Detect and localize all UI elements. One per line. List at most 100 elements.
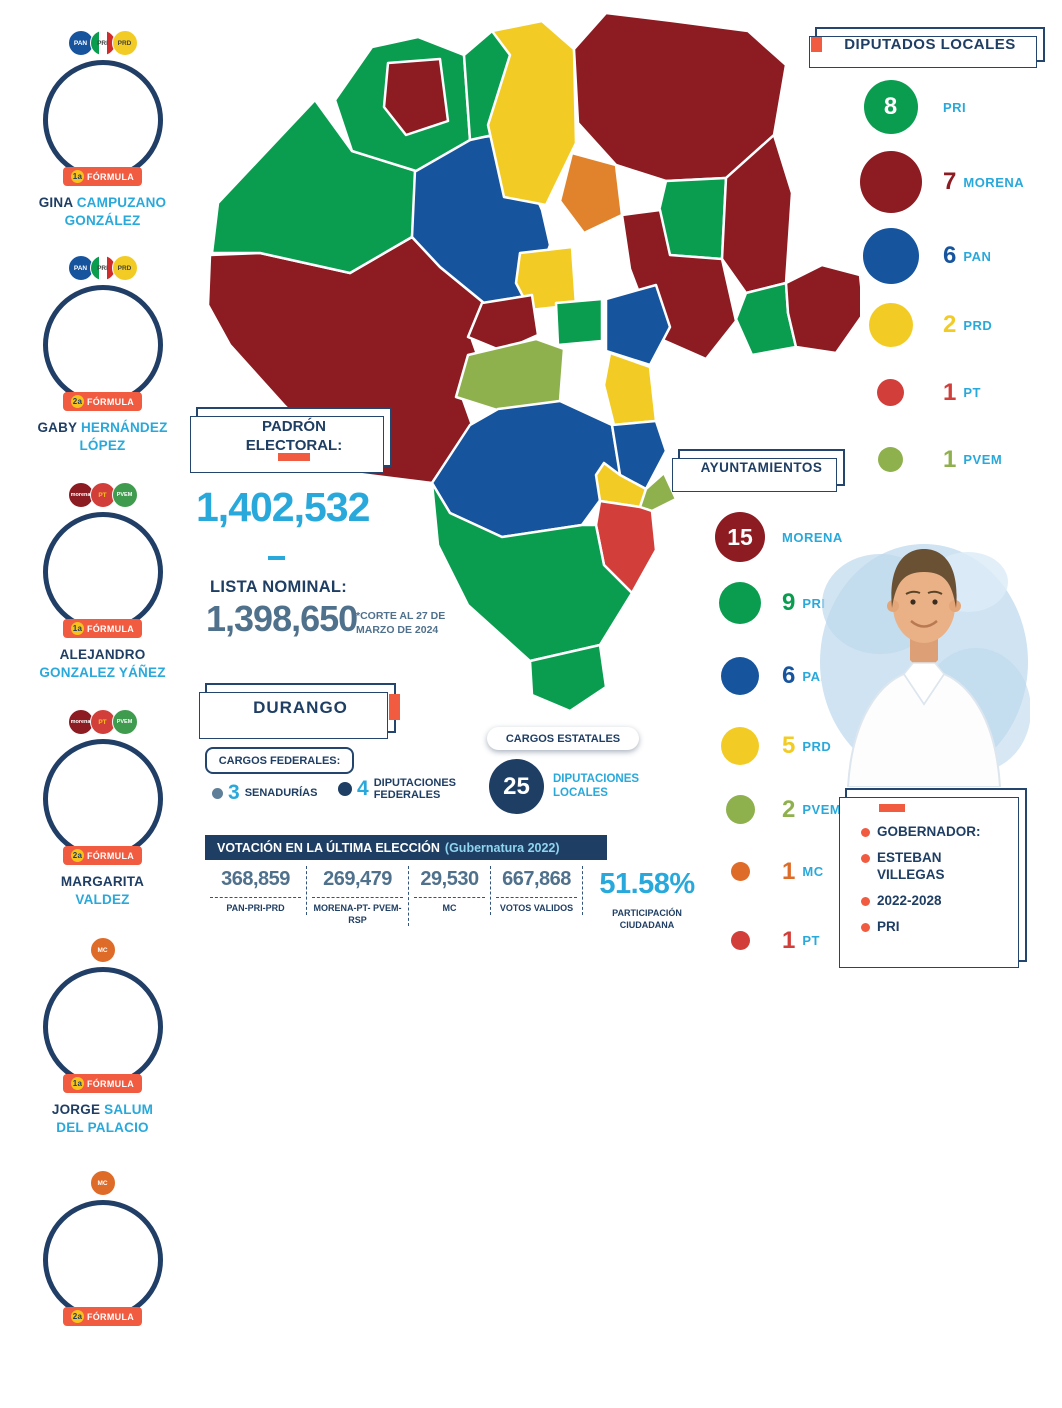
ayuntamientos-list-row-prd: 5 PRD <box>698 727 831 765</box>
governor-box: GOBERNADOR: ESTEBAN VILLEGAS 2022-2028 PRI <box>839 788 1027 968</box>
formula-badge: 2a FÓRMULA <box>62 846 143 865</box>
votacion-title: VOTACIÓN EN LA ÚLTIMA ELECCIÓN <box>217 840 440 855</box>
party-circle-pri: 8 <box>863 80 918 134</box>
party-count: 6 <box>943 242 957 269</box>
votacion-header: VOTACIÓN EN LA ÚLTIMA ELECCIÓN (Gubernat… <box>205 835 607 860</box>
governor-item: GOBERNADOR: <box>861 824 1025 841</box>
coalition-logos: morena PT PVEM <box>25 480 180 510</box>
formula-badge: 2a FÓRMULA <box>62 392 143 411</box>
votacion-subtitle: (Gubernatura 2022) <box>444 840 560 855</box>
map-region-prd <box>486 19 578 207</box>
candidate-photo-placeholder <box>42 739 163 859</box>
vote-label: PAN-PRI-PRD <box>226 903 285 913</box>
party-logo-prd-icon: PRD <box>111 30 138 56</box>
diputaciones-federales-label: DIPUTACIONES FEDERALES <box>374 777 456 801</box>
dot-icon <box>338 782 352 797</box>
cargos-estatales-title: CARGOS ESTATALES <box>487 727 639 750</box>
votacion-table: 368,859 PAN-PRI-PRD 269,479 MORENA-PT- PVEM… <box>205 866 711 931</box>
ayuntamientos-title: AYUNTAMIENTOS <box>700 460 823 475</box>
candidate-name: ALEJANDRO GONZALEZ YÁÑEZ <box>39 647 166 680</box>
dot-icon <box>212 787 223 799</box>
map-region-morena <box>382 57 450 137</box>
governor-item: PRI <box>861 919 1025 936</box>
party-circle-mc <box>730 862 750 881</box>
orange-accent <box>879 804 905 812</box>
vote-label: PARTICIPACIÓN CIUDADANA <box>612 908 682 930</box>
governor-item: ESTEBAN VILLEGAS <box>861 850 1025 884</box>
diputaciones-federales-item: 4 DIPUTACIONES FEDERALES <box>338 777 456 801</box>
formula-badge: 1a FÓRMULA <box>62 619 143 638</box>
candidate-photo-placeholder <box>42 512 163 632</box>
party-logo-pt-icon: PT <box>89 709 116 735</box>
lista-nominal-value: 1,398,650 <box>206 598 358 639</box>
cargos-federales-title: CARGOS FEDERALES: <box>205 747 354 774</box>
diputaciones-federales-count: 4 <box>357 777 369 801</box>
governor-item-text: GOBERNADOR: <box>877 824 981 839</box>
map-region-pri <box>554 297 604 347</box>
party-circle-prd <box>868 303 913 347</box>
lista-note-line1: *CORTE AL 27 DE <box>356 610 446 622</box>
vote-value: 269,479 <box>312 866 403 898</box>
party-logo-pt-icon: PT <box>89 482 116 508</box>
dipfed-label-line1: DIPUTACIONES <box>373 777 456 789</box>
candidate-name: MARGARITA VALDEZ <box>60 874 145 907</box>
ayuntamientos-list-row-pri: 9 PRI <box>698 582 826 624</box>
senadurias-item: 3 SENADURÍAS <box>212 781 317 805</box>
teal-dash <box>268 556 285 560</box>
party-count: 7 <box>943 168 957 195</box>
ayuntamientos-box: AYUNTAMIENTOS <box>672 449 845 492</box>
governor-items: GOBERNADOR: ESTEBAN VILLEGAS 2022-2028 PRI <box>847 790 1025 935</box>
formula-badge: 1a FÓRMULA <box>62 1074 143 1093</box>
candidate-name: GABY HERNÁNDEZ LÓPEZ <box>37 420 168 453</box>
party-label: MORENA <box>782 529 843 545</box>
lista-nominal-label: LISTA NOMINAL: <box>210 578 348 596</box>
durango-map <box>206 11 860 713</box>
candidate-photo-placeholder <box>42 285 163 405</box>
candidate-photo-placeholder <box>42 1200 163 1320</box>
party-count: 2 <box>782 795 796 823</box>
candidate-card: PAN PRI PRD 2a FÓRMULA GABY HERNÁNDEZ LÓPEZ <box>25 253 180 454</box>
governor-item-text: ESTEBAN VILLEGAS <box>877 849 945 882</box>
party-count: 1 <box>943 378 957 406</box>
diploc-label-line2: LOCALES <box>553 787 608 800</box>
dipfed-label-line2: FEDERALES <box>373 789 441 802</box>
ayuntamientos-list-row-pvem: 2 PVEM <box>698 795 841 824</box>
party-circle-pt <box>877 379 904 406</box>
map-region-pvem <box>638 471 678 513</box>
party-circle-pan <box>721 657 759 695</box>
ayuntamientos-list-row-morena: 15 MORENA <box>698 512 843 562</box>
party-count: 2 <box>943 311 957 338</box>
vote-value: 368,859 <box>210 866 301 898</box>
candidate-card: PAN PRI PRD 1a FÓRMULA GINA CAMPUZANO GONZÁLEZ <box>25 28 180 229</box>
padron-electoral-box: PADRÓN ELECTORAL: <box>190 407 392 473</box>
diputaciones-locales-count: 25 <box>489 759 544 814</box>
lista-nominal-note: *CORTE AL 27 DE MARZO DE 2024 <box>356 610 466 637</box>
party-logo-pri-icon: PRI <box>89 30 116 56</box>
state-title-box: DURANGO <box>199 683 400 739</box>
senadurias-label: SENADURÍAS <box>244 786 318 799</box>
party-label: PVEM <box>802 802 842 817</box>
party-label: PRD <box>802 738 832 754</box>
orange-accent <box>278 453 310 461</box>
party-logo-pvem-icon: PVEM <box>111 482 138 508</box>
ayuntamientos-list-row-mc: 1 MC <box>698 858 824 885</box>
party-circle-pan <box>862 228 919 284</box>
coalition-logos: MC <box>25 935 180 965</box>
vote-label: MC <box>442 903 457 913</box>
diputados-list-row-pt: 1 PT <box>838 379 981 406</box>
lista-note-line2: MARZO DE 2024 <box>356 623 439 636</box>
padron-label-line2: ELECTORAL: <box>245 437 343 454</box>
vote-label: VOTOS VALIDOS <box>499 903 574 913</box>
candidate-card: MC 1a FÓRMULA JORGE SALUM DEL PALACIO <box>25 935 180 1136</box>
governor-photo <box>818 512 1031 788</box>
party-label: PAN <box>963 248 992 264</box>
governor-item: 2022-2028 <box>861 893 1025 910</box>
party-label: PT <box>963 385 981 400</box>
diputados-locales-list: 8 PRI 7 MORENA 6 PAN 2 PRD 1 PT 1 PVEM <box>838 70 1062 490</box>
party-circle-pt <box>730 931 750 950</box>
diputados-list-row-pri: 8 PRI <box>838 80 966 134</box>
ayuntamientos-list-row-pt: 1 PT <box>698 927 820 954</box>
candidate-card: morena PT PVEM 1a FÓRMULA ALEJANDRO GONZALEZ … <box>25 480 180 681</box>
bullet-icon <box>861 853 870 863</box>
candidate-photo-placeholder <box>42 60 163 180</box>
